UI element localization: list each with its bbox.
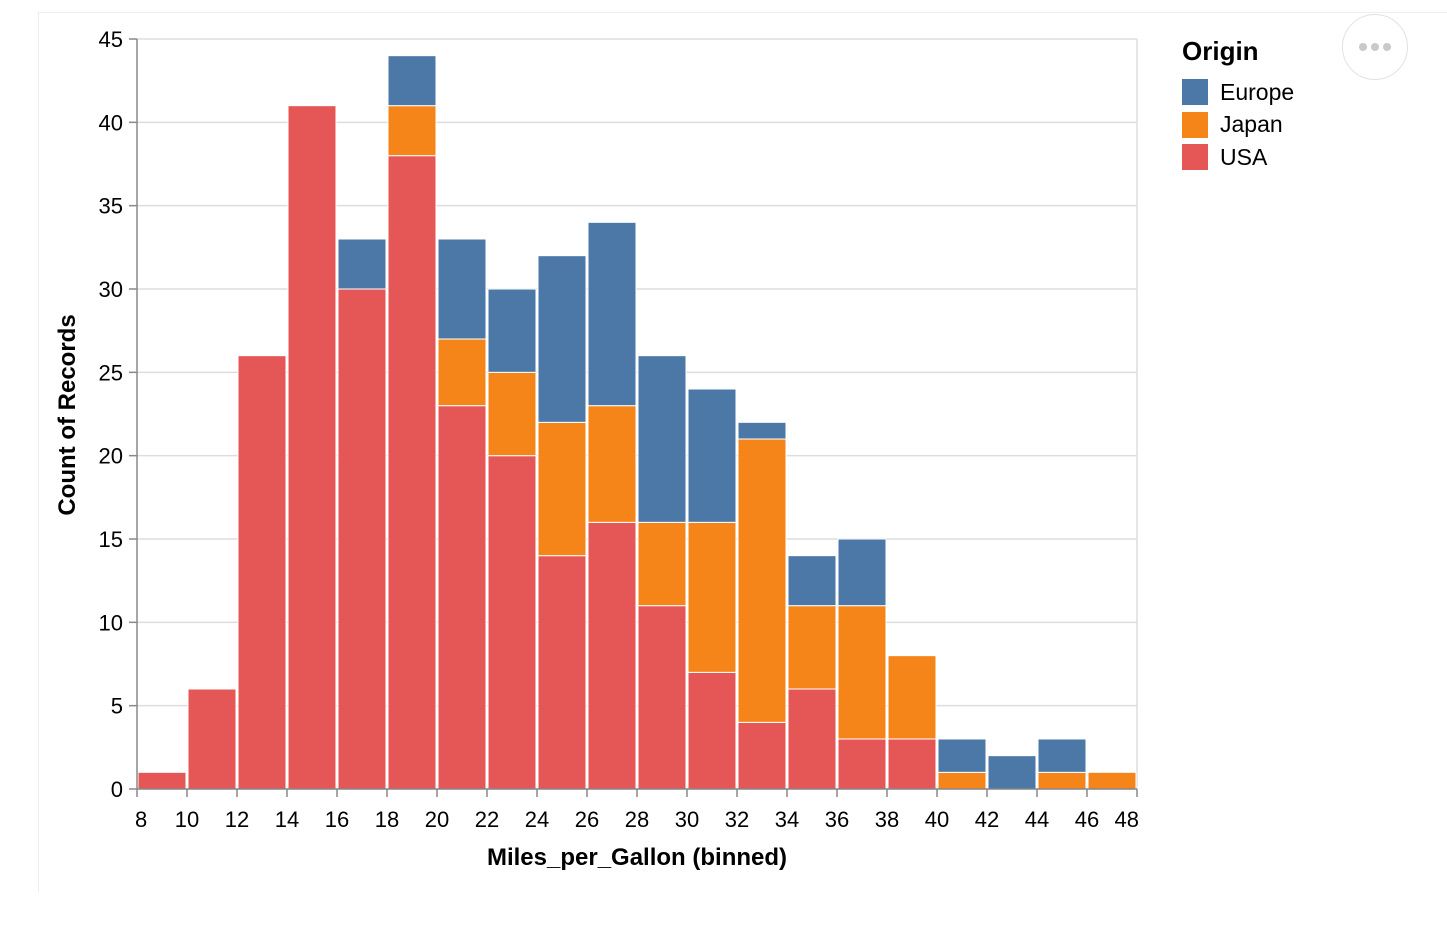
- x-tick-label: 18: [375, 807, 399, 832]
- bar-usa-16-18: [337, 288, 387, 790]
- y-tick-label: 15: [99, 527, 123, 552]
- bar-europe-22-24: [487, 288, 537, 373]
- y-tick-label: 35: [99, 194, 123, 219]
- x-tick-label: 16: [325, 807, 349, 832]
- legend-swatch-usa: [1182, 144, 1208, 171]
- x-tick-label: 10: [175, 807, 199, 832]
- bar-usa-14-16: [287, 105, 337, 790]
- y-tick-label: 5: [111, 694, 123, 719]
- bar-usa-34-36: [787, 688, 837, 790]
- y-tick-label: 0: [111, 777, 123, 802]
- bar-japan-38-40: [887, 655, 937, 740]
- bar-japan-18-20: [387, 105, 437, 157]
- ellipsis-icon: [1357, 43, 1393, 51]
- bar-usa-28-30: [637, 605, 687, 790]
- bar-japan-40-42: [937, 771, 987, 790]
- x-tick-label: 20: [425, 807, 449, 832]
- bar-japan-36-38: [837, 605, 887, 740]
- actions-menu-button[interactable]: [1342, 14, 1408, 80]
- y-axis-title: Count of Records: [54, 314, 81, 515]
- bar-usa-22-24: [487, 455, 537, 790]
- bar-europe-44-46: [1037, 738, 1087, 773]
- bar-usa-36-38: [837, 738, 887, 790]
- bars: [137, 55, 1137, 790]
- axes: 0 5 10 15 20 25 30 35 40 45 8 10 12 14 16 18 20 22 24 26 28 3…: [99, 27, 1139, 832]
- bar-europe-30-32: [687, 388, 737, 523]
- bar-japan-24-26: [537, 421, 587, 557]
- x-tick-label: 8: [135, 807, 147, 832]
- bar-japan-22-24: [487, 371, 537, 457]
- bar-usa-20-22: [437, 405, 487, 790]
- bar-europe-26-28: [587, 221, 637, 407]
- bar-europe-20-22: [437, 238, 487, 340]
- x-tick-label: 48: [1115, 807, 1139, 832]
- bar-usa-12-14: [237, 355, 287, 790]
- bar-japan-20-22: [437, 338, 487, 407]
- x-tick-label: 14: [275, 807, 299, 832]
- gridlines: [137, 38, 1138, 790]
- bar-europe-34-36: [787, 555, 837, 607]
- bar-japan-26-28: [587, 405, 637, 523]
- legend-swatch-europe: [1182, 79, 1208, 106]
- bar-japan-34-36: [787, 605, 837, 690]
- legend-label: USA: [1220, 143, 1268, 170]
- bar-usa-24-26: [537, 555, 587, 790]
- bar-usa-30-32: [687, 671, 737, 790]
- bar-japan-30-32: [687, 521, 737, 673]
- bar-usa-8-10: [137, 771, 187, 790]
- bar-europe-18-20: [387, 55, 437, 107]
- bar-europe-28-30: [637, 355, 687, 523]
- x-tick-label: 36: [825, 807, 849, 832]
- bar-europe-24-26: [537, 255, 587, 423]
- legend-item-japan: Japan: [1182, 109, 1294, 142]
- y-tick-label: 40: [99, 110, 123, 135]
- bar-europe-32-34: [737, 421, 787, 440]
- y-tick-label: 30: [99, 277, 123, 302]
- x-tick-label: 22: [475, 807, 499, 832]
- x-tick-label: 46: [1075, 807, 1099, 832]
- x-tick-label: 12: [225, 807, 249, 832]
- bar-usa-26-28: [587, 521, 637, 790]
- bar-europe-42-44: [987, 755, 1037, 790]
- legend-label: Japan: [1220, 111, 1283, 138]
- bar-japan-44-46: [1037, 771, 1087, 790]
- bar-japan-46-48: [1087, 771, 1137, 790]
- bar-japan-28-30: [637, 521, 687, 607]
- x-tick-label: 28: [625, 807, 649, 832]
- legend-label: Europe: [1220, 78, 1295, 105]
- y-tick-label: 10: [99, 610, 123, 635]
- bar-europe-40-42: [937, 738, 987, 773]
- x-tick-label: 34: [775, 807, 799, 832]
- bar-japan-32-34: [737, 438, 787, 723]
- bar-europe-16-18: [337, 238, 387, 290]
- x-tick-label: 40: [925, 807, 949, 832]
- x-axis-title: Miles_per_Gallon (binned): [487, 844, 787, 871]
- x-tick-label: 32: [725, 807, 749, 832]
- x-tick-label: 42: [975, 807, 999, 832]
- x-tick-label: 38: [875, 807, 899, 832]
- x-tick-label: 26: [575, 807, 599, 832]
- bar-usa-38-40: [887, 738, 937, 790]
- bar-usa-18-20: [387, 155, 437, 790]
- bar-europe-36-38: [837, 538, 887, 607]
- x-tick-label: 30: [675, 807, 699, 832]
- legend-item-europe: Europe: [1182, 76, 1294, 109]
- bar-usa-32-34: [737, 721, 787, 790]
- chart-frame: [38, 12, 1447, 892]
- bar-usa-10-12: [187, 688, 237, 790]
- y-tick-label: 45: [99, 27, 123, 52]
- y-tick-label: 25: [99, 360, 123, 385]
- legend-item-usa: USA: [1182, 141, 1294, 174]
- x-tick-label: 24: [525, 807, 549, 832]
- x-tick-label: 44: [1025, 807, 1049, 832]
- y-tick-label: 20: [99, 444, 123, 469]
- legend: Origin Europe Japan USA: [1182, 36, 1294, 174]
- legend-title: Origin: [1182, 36, 1259, 66]
- legend-swatch-japan: [1182, 111, 1208, 138]
